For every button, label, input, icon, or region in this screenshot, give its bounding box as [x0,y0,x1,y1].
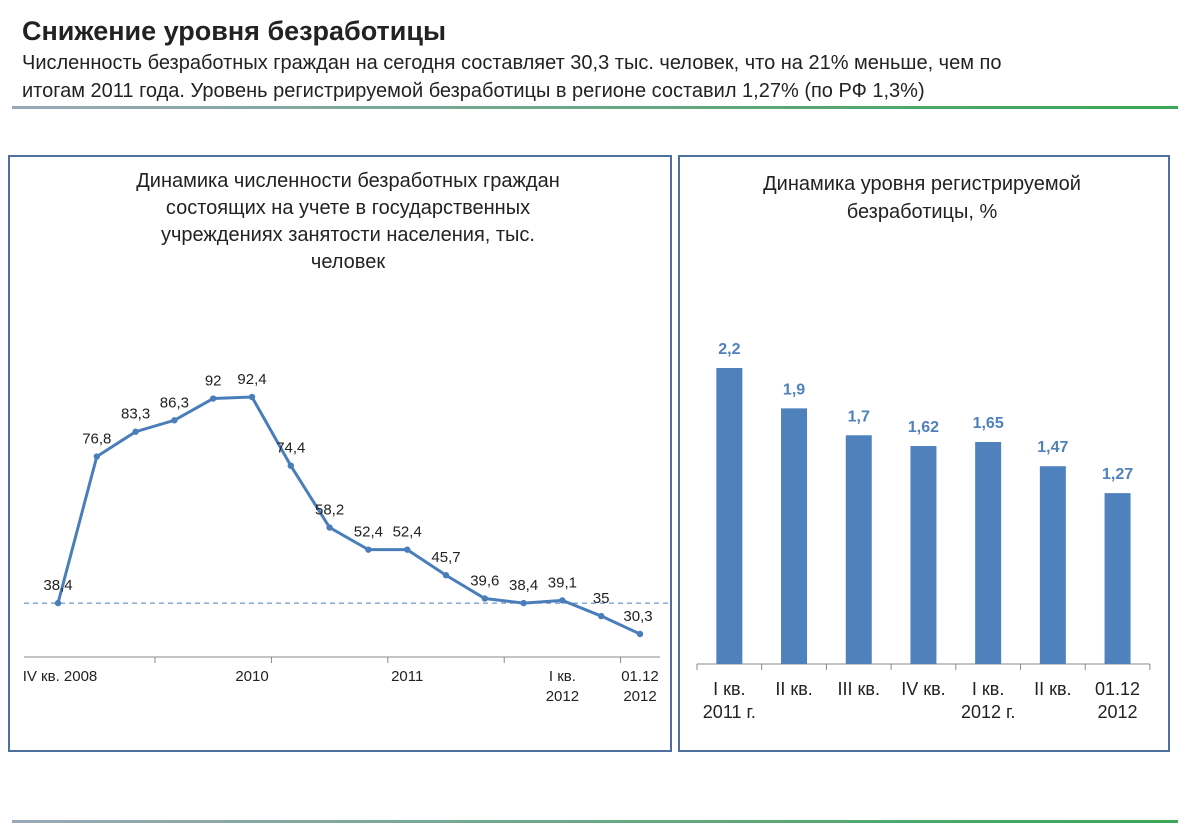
chart-title: Динамика численности безработных граждан… [136,170,560,273]
x-tick-label: III кв. [838,679,880,699]
x-tick-label: 2010 [235,668,268,685]
x-tick-label: I кв. 2012 г. [961,679,1015,722]
data-point [210,395,217,402]
bar [781,408,808,664]
data-label: 83,3 [121,406,150,423]
data-label: 30,3 [623,608,652,625]
data-point [404,546,411,553]
data-label: 38,4 [509,577,538,594]
data-label: 1,47 [1037,439,1068,456]
data-label: 39,6 [470,573,499,590]
data-point [132,428,139,435]
data-point [481,595,488,602]
data-point [365,546,372,553]
x-tick-label: 01.12 2012 [1095,679,1140,722]
divider [12,106,1178,109]
data-point [326,524,333,531]
data-point [248,393,256,401]
divider [12,820,1178,823]
data-label: 76,8 [82,431,111,448]
data-point [54,599,62,607]
data-label: 2,2 [718,341,740,358]
x-tick-label: I кв. 2012 [546,668,579,705]
data-label: 74,4 [276,440,305,457]
data-label: 1,62 [908,419,939,436]
data-label: 86,3 [160,394,189,411]
data-label: 52,4 [354,524,383,541]
bar [1039,466,1066,664]
data-point [598,612,605,620]
data-label: 92 [205,373,222,390]
data-label: 1,7 [848,408,870,425]
x-tick-label: I кв. 2011 г. [703,679,756,722]
subtitle: итогам 2011 года. Уровень регистрируемой… [22,80,925,102]
x-tick-label: II кв. [775,679,812,699]
data-line [56,395,641,636]
panel [8,155,672,752]
data-label: 58,2 [315,502,344,519]
x-tick-label: IV кв. [901,679,945,699]
panel [678,155,1170,752]
data-label: 52,4 [393,524,422,541]
data-point [171,417,178,424]
x-tick-label: II кв. [1034,679,1071,699]
data-point [636,630,644,638]
bar [910,446,937,664]
data-label: 38,4 [43,577,72,594]
data-label: 39,1 [548,574,577,591]
subtitle: Численность безработных граждан на сегод… [22,52,1001,74]
data-point [559,597,566,604]
bar [845,435,872,664]
bar [1104,493,1131,664]
data-point [442,572,450,579]
data-label: 35 [593,590,610,607]
x-tick-label: IV кв. 2008 [23,668,98,685]
data-label: 92,4 [237,371,266,388]
data-label: 1,9 [783,381,805,398]
data-point [287,462,294,469]
x-tick-label: 01.12 2012 [621,668,659,705]
data-label: 45,7 [431,549,460,566]
data-point [520,599,527,607]
bar [716,368,743,664]
data-label: 1,27 [1102,466,1133,483]
slide-title: Снижение уровня безработицы [22,16,446,46]
chart-title: Динамика уровня регистрируемой безработиц… [763,173,1081,223]
data-label: 1,65 [973,415,1004,432]
x-tick-label: 2011 [391,668,423,685]
bar [975,442,1002,664]
data-point [93,453,101,460]
